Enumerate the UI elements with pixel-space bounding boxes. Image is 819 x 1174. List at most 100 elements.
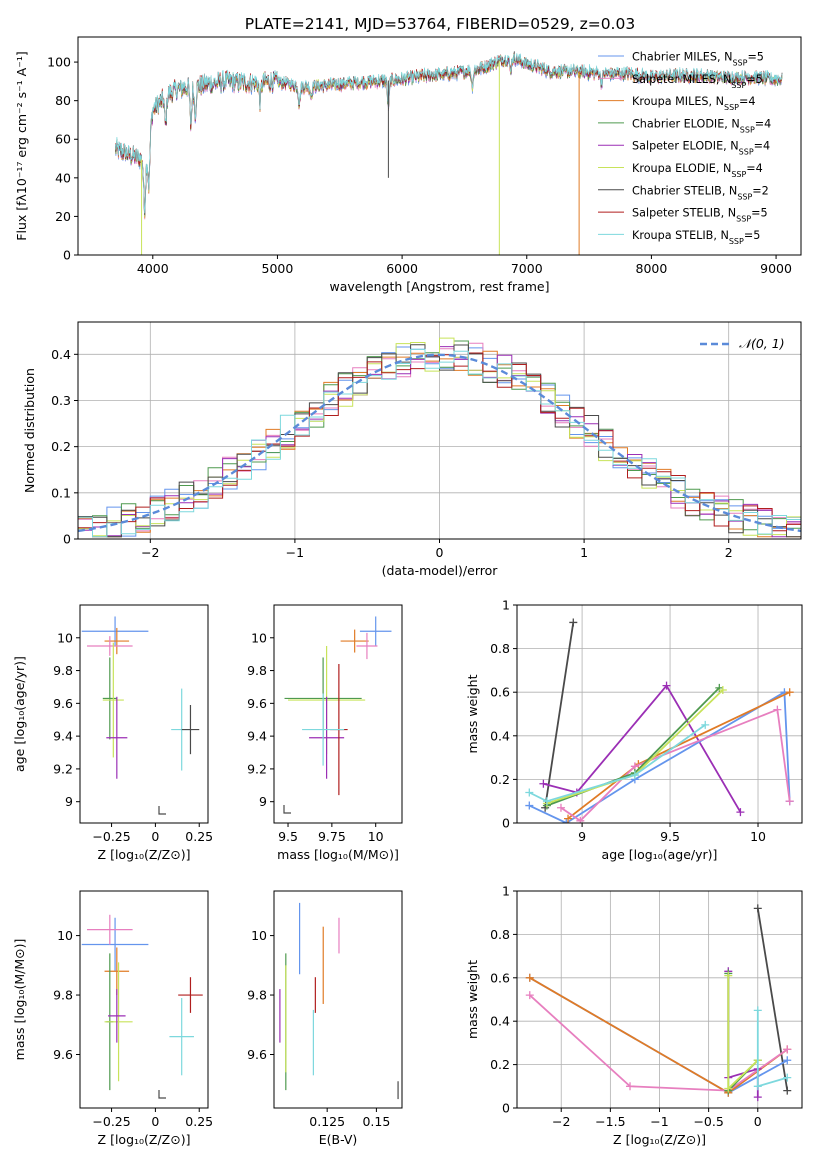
x-tick-label: −0.5 xyxy=(693,1114,723,1129)
mass-weight-point xyxy=(783,1073,792,1082)
mass-weight-point xyxy=(724,971,733,980)
plot-area xyxy=(525,618,794,823)
axes-frame xyxy=(273,604,403,824)
y-tick-label: 10 xyxy=(57,928,73,943)
legend-sub: SSP xyxy=(724,103,739,112)
mass-weight-point xyxy=(736,808,745,817)
x-tick-label: 9.5 xyxy=(660,829,680,844)
legend-label: Chabrier STELIB, N xyxy=(632,184,737,197)
errorbar-minor xyxy=(158,806,166,815)
mass-weight-point xyxy=(564,814,573,823)
plot-area xyxy=(283,616,392,814)
y-axis-label: Normed distribution xyxy=(22,368,37,493)
y-axis-label: mass [log₁₀(M/M⊙)] xyxy=(12,939,27,1061)
y-tick-label: 9.6 xyxy=(53,1047,73,1062)
y-tick-label: 60 xyxy=(55,132,71,147)
legend-n: =4 xyxy=(754,140,771,153)
y-tick-label: 0.6 xyxy=(490,970,510,985)
x-axis-label: (data-model)/error xyxy=(382,563,499,578)
x-axis-label: age [log₁₀(age/yr)] xyxy=(602,847,718,862)
x-tick-label: −1 xyxy=(650,1114,668,1129)
y-tick-label: 9.4 xyxy=(247,729,267,744)
x-tick-label: 0.15 xyxy=(362,1114,390,1129)
y-tick-label: 100 xyxy=(47,55,71,70)
x-tick-label: 0 xyxy=(436,545,444,560)
legend-sub: SSP xyxy=(739,147,754,156)
chart-residuals: 𝒩(0, 1) −2 −1 0 1 2 0 0.1 0.2 0.3 0.4 (data-model)/… xyxy=(22,321,802,578)
y-tick-label: 9.8 xyxy=(247,988,267,1003)
x-tick-label: 0 xyxy=(151,1114,159,1129)
mass-weight-point xyxy=(753,904,762,913)
x-axis-label: Z [log₁₀(Z/Z⊙)] xyxy=(613,1132,706,1147)
mass-weight-point xyxy=(542,797,551,806)
mass-weight-point xyxy=(785,797,794,806)
mass-weight-point xyxy=(569,618,578,627)
x-tick-label: 9.5 xyxy=(278,829,298,844)
legend-sub: SSP xyxy=(732,58,747,67)
x-tick-label: 7000 xyxy=(511,261,543,276)
legend-label: Salpeter MILES, N xyxy=(632,73,731,86)
errorbar-minor xyxy=(158,1090,166,1099)
mass-weight-point xyxy=(576,816,585,823)
mass-weight-point xyxy=(626,1082,635,1091)
axes-frame xyxy=(77,36,802,256)
mass-weight-point xyxy=(539,779,548,788)
x-axis-label: wavelength [Angstrom, rest frame] xyxy=(329,279,549,294)
mass-weight-point xyxy=(753,1082,762,1091)
legend-label: Chabrier ELODIE, N xyxy=(632,117,740,130)
chart-age_vs_mass: 9.5 9.75 10 9 9.2 9.4 9.6 9.8 10 mass [log₁₀(M/M⊙… xyxy=(247,604,403,862)
mass-weight-point xyxy=(525,973,534,982)
mass-weight-point xyxy=(662,681,671,690)
legend-n: =5 xyxy=(744,229,761,242)
y-tick-label: 0.4 xyxy=(490,1014,510,1029)
legend-label: Kroupa MILES, N xyxy=(632,95,724,108)
chart-age_vs_Z: −0.25 0 0.25 9 9.2 9.4 9.6 9.8 10 Z [log₁₀(Z/Z⊙)]… xyxy=(12,604,213,862)
x-tick-label: −1.5 xyxy=(595,1114,625,1129)
normal-legend-label: 𝒩(0, 1) xyxy=(739,336,785,351)
y-tick-label: 9.8 xyxy=(53,663,73,678)
y-tick-label: 0.8 xyxy=(490,927,510,942)
legend-n: =2 xyxy=(752,184,769,197)
mass-weight-point xyxy=(701,720,710,729)
x-axis-label: E(B-V) xyxy=(319,1132,358,1147)
legend-sub: SSP xyxy=(740,125,755,134)
x-tick-label: −0.25 xyxy=(92,829,130,844)
x-axis-label: Z [log₁₀(Z/Z⊙)] xyxy=(98,847,191,862)
mass-weight-point xyxy=(773,705,782,714)
legend-entry: Salpeter STELIB, NSSP=5 xyxy=(632,207,768,224)
x-tick-label: 1 xyxy=(580,545,588,560)
y-tick-label: 9 xyxy=(65,794,73,809)
y-tick-label: 0 xyxy=(63,248,71,263)
axes-frame xyxy=(516,604,803,824)
legend-label: Salpeter ELODIE, N xyxy=(632,140,739,153)
mass-weight-point xyxy=(525,801,534,810)
y-axis-label: Flux [fλ10⁻¹⁷ erg cm⁻² s⁻¹ A⁻¹] xyxy=(14,51,29,240)
legend-n: =5 xyxy=(746,73,763,86)
y-axis-label: mass weight xyxy=(465,960,480,1039)
y-tick-label: 0.3 xyxy=(51,393,71,408)
x-tick-label: 2 xyxy=(725,545,733,560)
legend-sub: SSP xyxy=(731,80,746,89)
y-tick-label: 0.4 xyxy=(490,728,510,743)
y-tick-label: 0.8 xyxy=(490,641,510,656)
x-tick-label: 8000 xyxy=(636,261,668,276)
mass-weight-point xyxy=(753,1006,762,1015)
legend-n: =4 xyxy=(746,162,763,175)
normal-curve xyxy=(78,353,801,533)
y-tick-label: 9.6 xyxy=(53,696,73,711)
errorbar-minor xyxy=(283,805,291,814)
x-tick-label: −2 xyxy=(552,1114,570,1129)
legend-n: =5 xyxy=(751,207,768,220)
y-tick-label: 10 xyxy=(57,630,73,645)
mass-weight-point xyxy=(556,803,565,812)
legend-label: Kroupa STELIB, N xyxy=(632,229,729,242)
y-tick-label: 0 xyxy=(502,816,510,831)
mass-weight-point xyxy=(783,1086,792,1095)
y-tick-label: 1 xyxy=(502,884,510,899)
y-tick-label: 0 xyxy=(502,1101,510,1116)
y-tick-label: 9.2 xyxy=(53,761,73,776)
legend-sub: SSP xyxy=(729,236,744,245)
